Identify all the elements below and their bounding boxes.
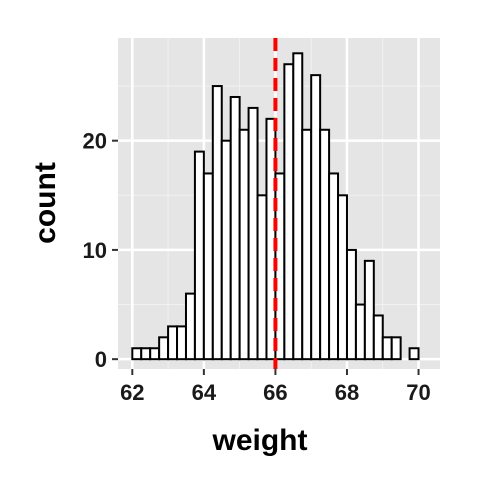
histogram-bar xyxy=(140,347,152,361)
x-axis-title: weight xyxy=(212,424,308,457)
x-tick-label: 64 xyxy=(192,380,217,405)
histogram-bar xyxy=(408,347,420,361)
histogram-bar xyxy=(372,314,384,361)
histogram-bar xyxy=(328,172,340,361)
histogram-bar xyxy=(238,128,250,361)
histogram-bar xyxy=(193,150,205,361)
histogram-bar xyxy=(220,139,232,361)
histogram-bar xyxy=(131,347,143,361)
histogram-bar xyxy=(176,325,187,361)
y-tick-label: 10 xyxy=(83,238,107,263)
histogram-bar xyxy=(167,325,179,361)
histogram-bar xyxy=(337,194,348,361)
histogram-bar xyxy=(202,172,214,361)
x-tick-label: 62 xyxy=(120,380,144,405)
histogram-bar xyxy=(345,248,357,361)
histogram-bar xyxy=(319,128,331,361)
x-tick-label: 66 xyxy=(263,380,287,405)
histogram-bars xyxy=(131,52,420,361)
y-axis-title: count xyxy=(29,162,62,244)
y-tick-label: 20 xyxy=(83,129,107,154)
histogram-bar xyxy=(390,336,402,361)
histogram-bar xyxy=(256,194,268,361)
histogram-bar xyxy=(283,63,295,361)
x-tick-label: 70 xyxy=(406,380,430,405)
histogram-bar xyxy=(149,347,161,361)
histogram-bar xyxy=(211,85,223,361)
histogram-bar xyxy=(363,259,375,361)
histogram-bar xyxy=(184,292,196,361)
histogram-bar xyxy=(354,303,366,361)
histogram-bar xyxy=(301,128,313,361)
histogram-bar xyxy=(158,336,170,361)
histogram-bar xyxy=(310,74,322,361)
histogram-bar xyxy=(381,336,393,361)
histogram-bar xyxy=(247,106,259,361)
histogram-bar xyxy=(229,95,241,361)
histogram-bar xyxy=(292,52,304,361)
y-tick-label: 0 xyxy=(95,347,107,372)
x-tick-label: 68 xyxy=(335,380,359,405)
axes: 62 64 66 68 70 0 10 20 xyxy=(83,129,431,405)
